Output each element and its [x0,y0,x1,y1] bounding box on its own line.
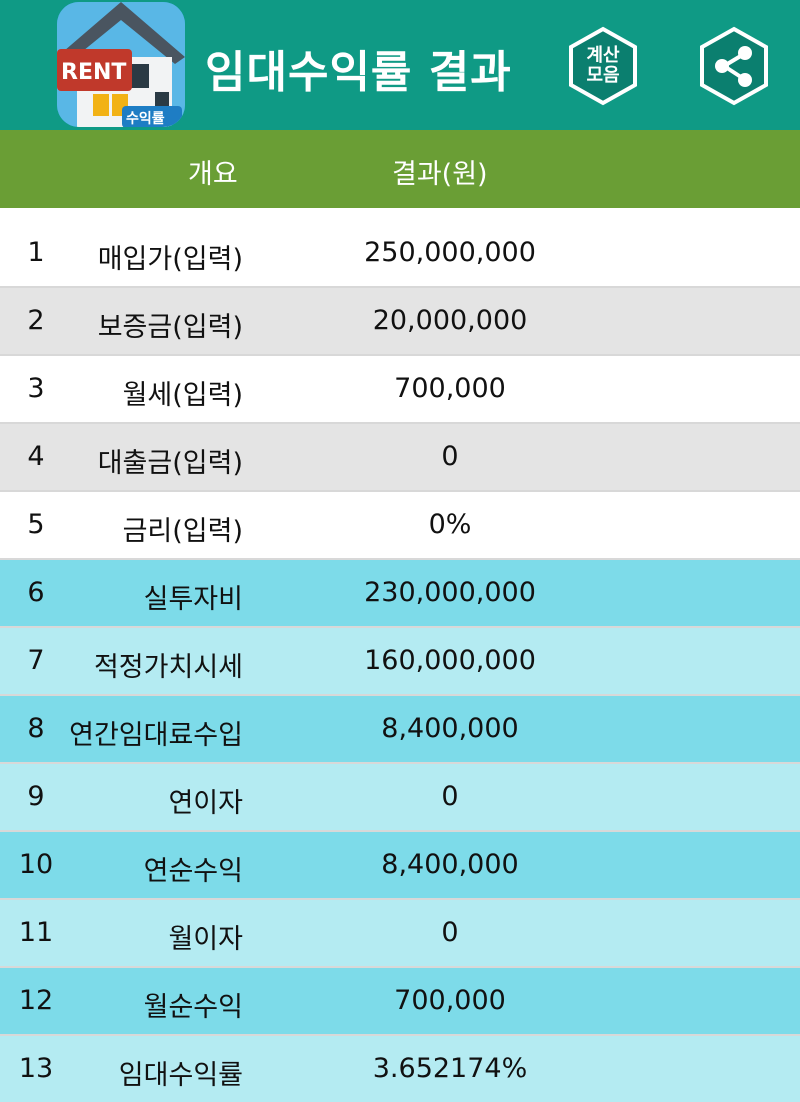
calc-label-line2: 모음 [586,65,620,86]
table-row: 8 연간임대료수입 8,400,000 [0,696,800,762]
row-label: 월세(입력) [122,380,243,411]
table-row: 6 실투자비 230,000,000 [0,560,800,626]
share-icon [700,26,768,106]
row-label: 적정가치시세 [93,652,243,683]
row-value: 20,000,000 [372,305,528,336]
table-row: 11 월이자 0 [0,900,800,966]
app-header: RENT 수익률 임대수익률 결과 계산 모음 [0,0,800,130]
logo-rent-text: RENT [61,60,126,85]
row-divider [0,694,800,696]
calculator-collection-button[interactable]: 계산 모음 [567,26,639,106]
logo-badge-text: 수익률 [126,110,165,127]
row-value: 700,000 [394,985,506,1016]
row-value: 250,000,000 [364,237,536,268]
row-number: 6 [27,577,45,608]
row-divider [0,830,800,832]
row-label: 월순수익 [143,992,243,1023]
row-label: 금리(입력) [122,516,243,547]
row-number: 5 [27,509,45,540]
page-title: 임대수익률 결과 [205,47,512,98]
hexagon-icon [569,26,637,106]
row-label: 연순수익 [143,856,243,887]
row-divider [0,354,800,356]
row-number: 8 [27,713,45,744]
result-table: 1 매입가(입력) 250,000,000 2 보증금(입력) 20,000,000 3 월세… [0,220,800,1102]
table-row: 7 적정가치시세 160,000,000 [0,628,800,694]
table-row: 4 대출금(입력) 0 [0,424,800,490]
row-divider [0,898,800,900]
row-number: 2 [27,305,45,336]
calculator-collection-label: 계산 모음 [578,46,628,86]
row-label: 임대수익률 [118,1060,243,1091]
table-row: 5 금리(입력) 0% [0,492,800,558]
column-header-summary: 개요 [188,159,238,190]
table-row: 10 연순수익 8,400,000 [0,832,800,898]
row-label: 연간임대료수입 [69,720,243,751]
row-number: 3 [27,373,45,404]
row-number: 12 [18,985,54,1016]
row-label: 연이자 [168,788,243,819]
row-number: 7 [27,645,45,676]
row-divider [0,966,800,968]
app-logo-icon: RENT 수익률 [57,2,185,127]
row-value: 8,400,000 [381,713,519,744]
column-header-result: 결과(원) [392,159,488,190]
row-value: 8,400,000 [381,849,519,880]
row-divider [0,1034,800,1036]
table-row: 12 월순수익 700,000 [0,968,800,1034]
row-divider [0,422,800,424]
row-value: 0 [441,917,459,948]
table-row: 1 매입가(입력) 250,000,000 [0,220,800,286]
row-label: 월이자 [168,924,243,955]
row-number: 1 [27,237,45,268]
row-value: 0 [441,441,459,472]
row-divider [0,490,800,492]
row-label: 보증금(입력) [97,312,243,343]
row-divider [0,626,800,628]
table-row: 13 임대수익률 3.652174% [0,1036,800,1102]
row-number: 10 [18,849,54,880]
row-label: 실투자비 [143,584,243,615]
table-row: 9 연이자 0 [0,764,800,830]
row-value: 0% [428,509,472,540]
row-value: 700,000 [394,373,506,404]
table-row: 3 월세(입력) 700,000 [0,356,800,422]
row-number: 4 [27,441,45,472]
row-value: 0 [441,781,459,812]
row-value: 3.652174% [372,1053,528,1084]
row-value: 160,000,000 [364,645,536,676]
table-header: 개요 결과(원) [0,130,800,208]
row-divider [0,762,800,764]
share-button[interactable] [698,26,770,106]
calc-label-line1: 계산 [586,45,620,66]
row-divider [0,286,800,288]
row-label: 매입가(입력) [97,244,243,275]
row-number: 9 [27,781,45,812]
table-row: 2 보증금(입력) 20,000,000 [0,288,800,354]
row-label: 대출금(입력) [97,448,243,479]
row-value: 230,000,000 [364,577,536,608]
row-divider [0,558,800,560]
row-number: 11 [18,917,54,948]
row-number: 13 [18,1053,54,1084]
